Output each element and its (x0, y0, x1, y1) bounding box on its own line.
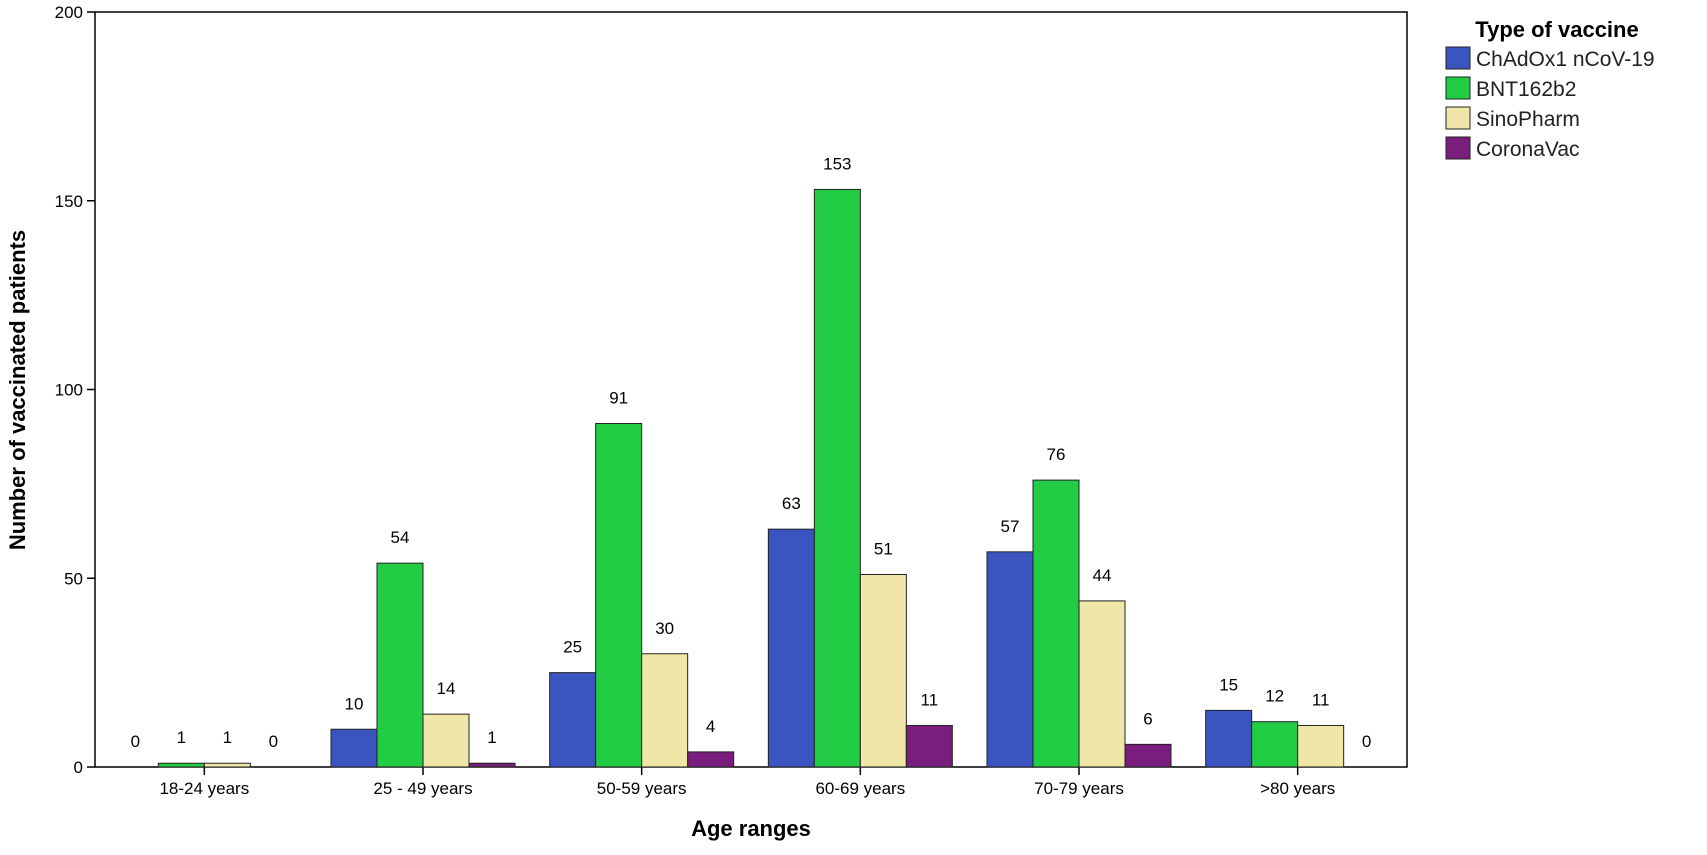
y-tick-label: 100 (55, 381, 83, 400)
bar (641, 653, 689, 768)
legend-swatch (1445, 136, 1471, 160)
bar (1078, 600, 1126, 768)
data-label: 76 (1047, 445, 1066, 464)
data-label: 0 (1362, 732, 1371, 751)
y-tick-label: 200 (55, 3, 83, 22)
data-label: 30 (655, 619, 674, 638)
legend-title: Type of vaccine (1475, 17, 1638, 42)
legend-swatch (1445, 76, 1471, 100)
bar (157, 762, 205, 768)
legend-label: CoronaVac (1476, 138, 1580, 161)
x-axis: 18-24 years 25 - 49 years 50-59 years 60-69… (159, 767, 1335, 798)
bar (203, 762, 251, 768)
data-label: 63 (782, 494, 801, 513)
data-label: 1 (177, 728, 186, 747)
bar (905, 724, 953, 768)
data-label: 91 (609, 388, 628, 407)
data-label: 1 (223, 728, 232, 747)
legend-swatch (1445, 106, 1471, 130)
x-tick-label: 18-24 years (159, 779, 249, 798)
bar (1205, 709, 1253, 768)
y-axis: 0 50 100 150 200 (55, 3, 95, 777)
legend: Type of vaccine ChAdOx1 nCoV-19 BNT162b2 S… (1445, 17, 1655, 161)
legend-swatch (1445, 46, 1471, 70)
data-label: 153 (823, 154, 851, 173)
bar (422, 713, 470, 768)
data-label: 25 (563, 638, 582, 657)
data-label: 11 (1312, 690, 1330, 709)
data-label: 11 (921, 690, 939, 709)
data-label: 51 (874, 539, 893, 558)
x-tick-label: 60-69 years (815, 779, 905, 798)
bar (376, 562, 424, 768)
y-tick-label: 0 (74, 758, 83, 777)
bar (330, 728, 378, 768)
data-label: 1 (487, 728, 496, 747)
data-label: 4 (706, 717, 715, 736)
x-axis-title: Age ranges (691, 816, 811, 841)
y-axis-title: Number of vaccinated patients (5, 230, 30, 550)
data-label: 10 (345, 694, 364, 713)
x-tick-label: >80 years (1260, 779, 1335, 798)
x-tick-label: 50-59 years (597, 779, 687, 798)
data-label: 14 (437, 679, 456, 698)
bar (1297, 724, 1345, 768)
data-label: 54 (391, 528, 410, 547)
x-tick-label: 25 - 49 years (373, 779, 472, 798)
data-label: 44 (1093, 566, 1112, 585)
bar (687, 751, 735, 768)
bar (1251, 721, 1299, 768)
y-tick-label: 150 (55, 192, 83, 211)
x-tick-label: 70-79 years (1034, 779, 1124, 798)
data-label: 12 (1265, 687, 1284, 706)
bar (986, 551, 1034, 768)
bars-group (157, 188, 1345, 768)
legend-label: BNT162b2 (1476, 78, 1576, 101)
data-label: 57 (1001, 517, 1020, 536)
bar (1124, 743, 1172, 768)
bar (468, 762, 516, 768)
plot-frame (94, 11, 1408, 768)
data-label: 0 (131, 732, 140, 751)
bar (859, 573, 907, 768)
data-label: 0 (269, 732, 278, 751)
data-label: 6 (1143, 709, 1152, 728)
bar (813, 188, 861, 768)
y-tick-label: 50 (64, 569, 83, 588)
legend-label: SinoPharm (1476, 108, 1580, 131)
data-label: 15 (1219, 675, 1238, 694)
bar (1032, 479, 1080, 768)
bar (595, 422, 643, 768)
legend-label: ChAdOx1 nCoV-19 (1476, 48, 1655, 71)
bar (767, 528, 815, 768)
bar (549, 672, 597, 768)
